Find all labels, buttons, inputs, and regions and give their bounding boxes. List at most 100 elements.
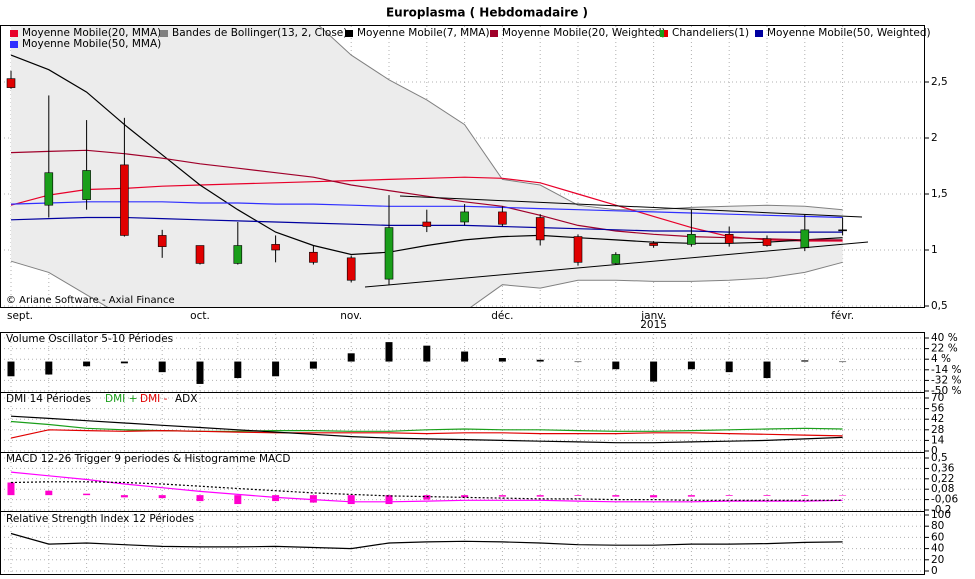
x-tick-label: oct. — [190, 310, 210, 322]
bollinger-upper — [317, 25, 843, 211]
series-line — [10, 149, 843, 241]
bar — [574, 495, 582, 496]
candle-body — [271, 244, 280, 251]
bar — [45, 490, 53, 496]
candle-body — [838, 229, 847, 232]
y-tick-label: 4 % — [931, 353, 951, 365]
bar — [725, 361, 733, 373]
y-tick-label: 2,5 — [931, 76, 948, 88]
bar — [385, 495, 393, 505]
x-tick-label: déc. — [491, 310, 513, 322]
candle-body — [724, 234, 734, 244]
candle-body — [535, 217, 545, 241]
candle-body — [611, 254, 621, 264]
candle-body — [498, 211, 507, 225]
y-tick-label: 28 — [931, 424, 944, 436]
y-tick-label: 2 — [931, 132, 938, 144]
bar — [763, 361, 771, 379]
panel-title: MACD 12-26 Trigger 9 periodes & Histogra… — [6, 453, 290, 465]
y-tick-label: 0 — [931, 445, 938, 457]
y-tick-label: 0,22 — [931, 473, 954, 485]
bar — [7, 361, 15, 377]
x-tick-label: nov. — [340, 310, 362, 322]
bar — [83, 361, 91, 367]
bar — [158, 361, 166, 373]
legend-label: Moyenne Mobile(20, MMA) — [22, 27, 161, 39]
y-tick-label: 22 % — [931, 343, 958, 355]
legend-label: Bandes de Bollinger(13, 2, Close) — [172, 27, 347, 39]
bar — [234, 361, 242, 379]
bar — [763, 495, 771, 496]
y-tick-label: -0,06 — [931, 494, 958, 506]
bar — [45, 361, 53, 375]
candle-body — [649, 242, 658, 246]
legend-label: Moyenne Mobile(50, MMA) — [22, 38, 161, 50]
bar — [385, 342, 393, 362]
bar — [801, 360, 809, 362]
y-tick-label: 14 — [931, 434, 945, 446]
bar — [120, 361, 128, 364]
legend-label: ADX — [175, 393, 197, 405]
candle-body — [44, 172, 54, 206]
candle-body — [460, 211, 469, 223]
candle-body — [346, 257, 356, 281]
x-tick-label: janv. — [640, 310, 666, 322]
candle-body — [309, 251, 318, 263]
bar — [7, 482, 15, 496]
y-tick-label: -32 % — [931, 374, 961, 386]
x-tick-label: févr. — [831, 310, 854, 322]
candle-body — [120, 164, 129, 236]
chart-title: Europlasma ( Hebdomadaire ) — [386, 6, 588, 20]
candle-body — [233, 245, 243, 264]
bar — [423, 345, 431, 362]
trend-line — [364, 241, 869, 288]
y-tick-label: 70 — [931, 392, 944, 404]
indicator-plots — [0, 334, 925, 573]
candle-body — [800, 229, 810, 249]
series-line — [10, 429, 843, 439]
legend-swatch — [755, 30, 763, 37]
bar — [612, 495, 620, 497]
panel-title: Relative Strength Index 12 Périodes — [6, 513, 194, 525]
y-tick-label: 42 — [931, 413, 944, 425]
y-tick-label: 40 — [931, 543, 944, 555]
series-line — [10, 471, 843, 503]
candle-body — [687, 234, 696, 245]
bollinger-lower — [10, 260, 843, 308]
legend-swatch — [345, 30, 353, 37]
candle-body — [422, 221, 432, 227]
candle-body — [82, 170, 91, 200]
y-tick-label: -0,2 — [931, 504, 952, 516]
bar — [83, 493, 91, 496]
bar — [498, 495, 506, 497]
legend-swatch — [10, 30, 18, 37]
legend-swatch — [664, 30, 668, 37]
bar — [725, 495, 733, 496]
y-tick-label: 0,5 — [931, 300, 948, 312]
y-tick-label: 1,5 — [931, 188, 948, 200]
y-tick-label: 60 — [931, 531, 944, 543]
bar — [650, 495, 658, 498]
x-sublabel: 2015 — [640, 319, 667, 331]
x-tick-label: sept. — [7, 310, 33, 322]
bar — [272, 361, 280, 377]
bar — [272, 495, 280, 502]
bar — [839, 495, 847, 496]
bar — [120, 495, 128, 498]
series-line — [10, 54, 843, 256]
trend-line — [399, 195, 863, 218]
series-line — [10, 201, 843, 219]
panel-title: DMI 14 Périodes — [6, 393, 91, 405]
candle-body — [573, 236, 583, 263]
y-tick-label: 100 — [931, 509, 951, 521]
legend-label: DMI - — [140, 393, 168, 405]
y-tick-label: -50 % — [931, 385, 961, 397]
watermark: © Ariane Software - Axial Finance — [6, 295, 175, 306]
bollinger-fill — [11, 25, 843, 308]
bar — [801, 495, 809, 496]
y-tick-label: 20 — [931, 554, 944, 566]
candle-body — [384, 227, 394, 280]
bar — [234, 495, 242, 505]
bar — [196, 495, 204, 502]
